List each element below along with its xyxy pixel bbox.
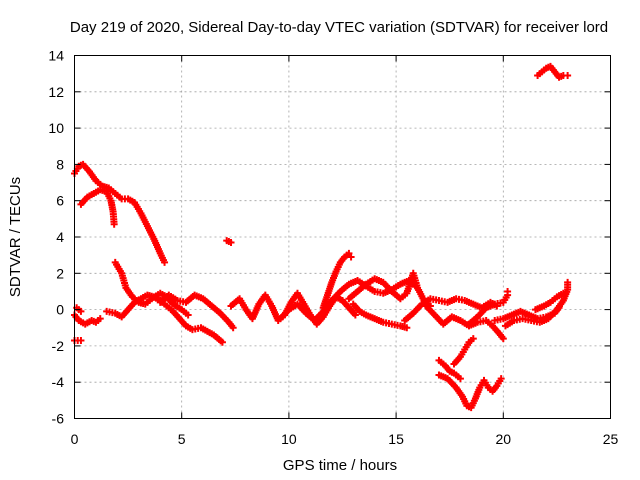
data-point [559, 289, 567, 297]
data-point [456, 375, 464, 383]
series-arc-3 [111, 258, 192, 319]
series-arc-9 [223, 237, 235, 246]
data-point [77, 336, 85, 344]
series-arc-24 [534, 62, 572, 81]
data-point [564, 278, 572, 286]
y-tick-label: 14 [48, 48, 64, 64]
series-arc-8 [156, 291, 237, 332]
data-point [504, 287, 512, 295]
data-point [227, 238, 235, 246]
series-arc-23 [531, 289, 567, 314]
data-point [499, 335, 507, 343]
y-tick-label: 10 [48, 120, 64, 136]
series-arc-4 [71, 311, 104, 328]
series-arc-5 [71, 336, 85, 344]
y-tick-label: 6 [56, 193, 64, 209]
x-axis-title: GPS time / hours [283, 457, 397, 474]
y-tick-label: 0 [56, 302, 64, 318]
y-tick-label: 4 [56, 229, 64, 245]
data-point [110, 220, 118, 228]
y-tick-label: 2 [56, 265, 64, 281]
series-arc-7 [103, 291, 226, 346]
data-point [345, 249, 353, 257]
y-tick-label: -6 [52, 411, 65, 427]
data-point [403, 324, 411, 332]
x-tick-label: 5 [178, 431, 186, 447]
data-point [229, 324, 237, 332]
y-axis-title: SDTVAR / TECUs [7, 177, 24, 297]
axis-ticks: 0 5 10 15 20 25 -6 -4 -2 0 2 4 6 8 10 12 14 [48, 48, 618, 448]
data-point [161, 258, 169, 266]
data-point [351, 311, 359, 319]
data-point [497, 375, 505, 383]
data-point [96, 315, 104, 323]
y-tick-label: 8 [56, 156, 64, 172]
series-arc-18 [435, 371, 505, 412]
chart-title: Day 219 of 2020, Sidereal Day-to-day VTE… [70, 19, 608, 36]
series-arc-20 [465, 287, 512, 328]
data-point [184, 311, 192, 319]
x-tick-label: 15 [388, 431, 404, 447]
data-points [71, 62, 572, 412]
data-point [218, 338, 226, 346]
series-arc-1 [71, 160, 169, 266]
data-point [347, 253, 355, 261]
series-arc-2 [77, 186, 118, 228]
y-tick-label: 12 [48, 84, 64, 100]
x-tick-label: 20 [496, 431, 512, 447]
data-point [469, 335, 477, 343]
series-arc-12 [319, 249, 355, 312]
series-arc-14 [349, 300, 411, 332]
x-tick-label: 10 [281, 431, 297, 447]
x-tick-label: 25 [603, 431, 619, 447]
y-tick-label: -4 [52, 374, 65, 390]
series-arc-17 [435, 356, 464, 383]
x-tick-label: 0 [71, 431, 79, 447]
series-arc-22 [501, 278, 572, 330]
series-arc-19 [450, 335, 477, 368]
data-point [564, 71, 572, 79]
y-tick-label: -2 [52, 338, 65, 354]
data-point [77, 307, 85, 315]
